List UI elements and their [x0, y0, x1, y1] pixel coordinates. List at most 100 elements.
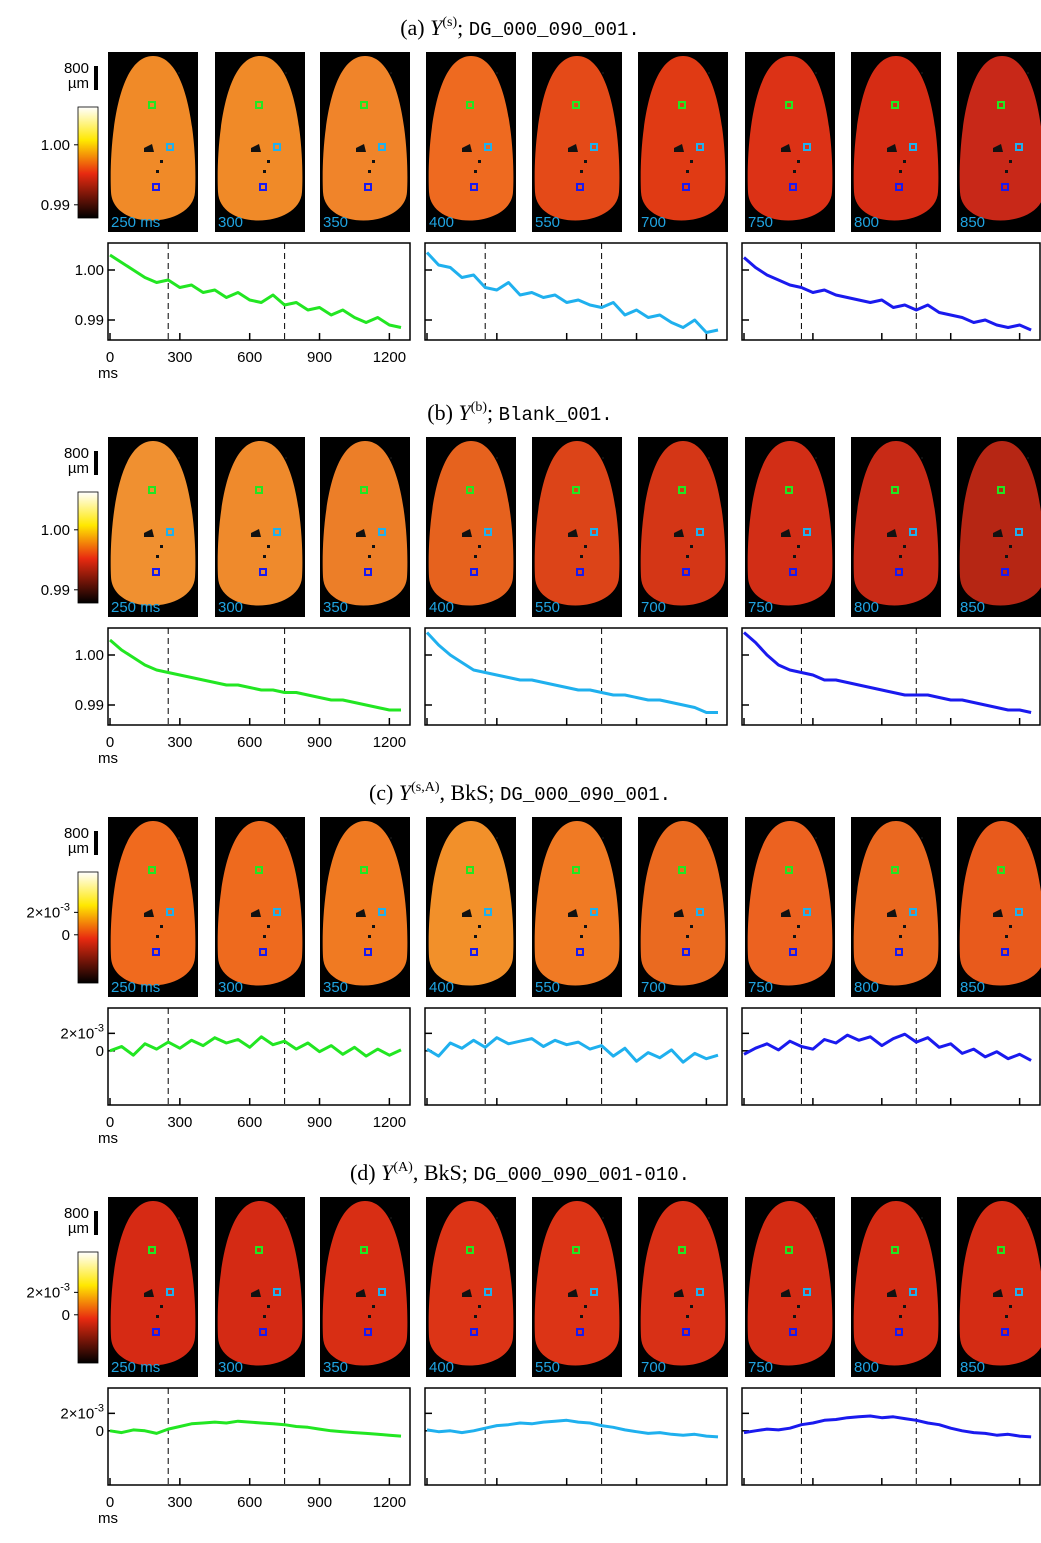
roi-marker — [466, 486, 474, 494]
roi-marker — [273, 1288, 281, 1296]
roi-marker — [789, 183, 797, 191]
frame-label: 300 — [218, 599, 243, 616]
frame-label: 400 — [429, 599, 454, 616]
embryo-image — [110, 1201, 196, 1366]
frame-label: 750 — [748, 1359, 773, 1376]
roi-marker — [259, 1328, 267, 1336]
tick-label: 2×10-3 — [60, 1022, 104, 1042]
frame-label: 850 — [960, 214, 985, 231]
embryo-image — [217, 56, 303, 221]
roi-marker — [572, 866, 580, 874]
roi-marker — [997, 866, 1005, 874]
title-mid: , BkS; — [413, 1160, 474, 1185]
roi-marker — [364, 948, 372, 956]
roi-marker — [895, 568, 903, 576]
roi-marker — [789, 568, 797, 576]
trace — [743, 631, 1032, 714]
frame-label: 700 — [641, 599, 666, 616]
roi-marker — [255, 1246, 263, 1254]
embryo-image — [640, 56, 726, 221]
roi-marker — [166, 528, 174, 536]
roi-marker — [572, 101, 580, 109]
x-tick-label: 1200 — [373, 349, 406, 366]
roi-marker — [259, 948, 267, 956]
tick-exponent: -3 — [60, 1281, 70, 1293]
title-mid: , BkS; — [440, 780, 501, 805]
embryo-image — [747, 821, 833, 986]
tick-text: 0 — [62, 927, 70, 944]
roi-marker — [1015, 528, 1023, 536]
frame-label: 300 — [218, 1359, 243, 1376]
roi-marker — [891, 486, 899, 494]
frame-label: 400 — [429, 979, 454, 996]
frame-label: 250 ms — [111, 214, 160, 231]
roi-marker — [895, 1328, 903, 1336]
roi-marker — [590, 1288, 598, 1296]
roi-marker — [466, 1246, 474, 1254]
panel-title: (b) Υ(b); Blank_001. — [427, 400, 612, 426]
roi-marker — [1001, 1328, 1009, 1336]
roi-marker — [678, 866, 686, 874]
roi-marker — [470, 1328, 478, 1336]
x-tick-label: 1200 — [373, 734, 406, 751]
scale-bar — [94, 66, 98, 90]
embryo-image — [110, 56, 196, 221]
x-tick-label: 0 — [106, 349, 114, 366]
tick-text: 0.99 — [75, 697, 104, 714]
title-symbol: Υ — [458, 400, 473, 425]
embryo-image — [853, 821, 939, 986]
embryo-image — [110, 821, 196, 986]
roi-marker — [1001, 568, 1009, 576]
roi-marker — [590, 528, 598, 536]
x-tick-label: 300 — [167, 734, 192, 751]
roi-marker — [803, 908, 811, 916]
roi-marker — [1015, 908, 1023, 916]
embryo-image — [747, 441, 833, 606]
roi-marker — [1015, 1288, 1023, 1296]
scale-bar — [94, 451, 98, 475]
roi-marker — [470, 568, 478, 576]
embryo-image — [534, 1201, 620, 1366]
roi-marker — [895, 183, 903, 191]
roi-marker — [166, 1288, 174, 1296]
embryo-image — [322, 821, 408, 986]
roi-marker — [682, 568, 690, 576]
frame-label: 300 — [218, 214, 243, 231]
tick-text: 2×10 — [60, 1405, 94, 1422]
embryo-image — [959, 441, 1041, 606]
tick-label: 2×10-3 — [26, 1281, 70, 1301]
frame-label: 700 — [641, 979, 666, 996]
roi-marker — [148, 486, 156, 494]
roi-marker — [152, 183, 160, 191]
embryo-image — [534, 441, 620, 606]
embryo-image — [217, 441, 303, 606]
title-label: (b) — [427, 400, 458, 425]
frame-label: 350 — [323, 599, 348, 616]
embryo-image — [853, 56, 939, 221]
frame-label: 700 — [641, 1359, 666, 1376]
title-sup: (b) — [471, 400, 488, 415]
roi-marker — [360, 101, 368, 109]
frame-label: 250 ms — [111, 979, 160, 996]
scale-unit: µm — [68, 840, 89, 857]
roi-marker — [378, 1288, 386, 1296]
embryo-image — [217, 1201, 303, 1366]
scale-unit: µm — [68, 1220, 89, 1237]
tick-label: 0 — [62, 1307, 70, 1324]
roi-marker — [484, 143, 492, 151]
tick-exponent: -3 — [94, 1402, 104, 1414]
roi-marker — [909, 528, 917, 536]
roi-marker — [152, 1328, 160, 1336]
trace — [109, 1419, 402, 1438]
title-label: (d) — [350, 1160, 381, 1185]
roi-marker — [166, 143, 174, 151]
roi-marker — [909, 143, 917, 151]
roi-marker — [364, 183, 372, 191]
roi-marker — [576, 1328, 584, 1336]
roi-marker — [148, 101, 156, 109]
roi-marker — [273, 528, 281, 536]
title-file: DG_000_090_001-010. — [473, 1164, 690, 1186]
frame-label: 850 — [960, 979, 985, 996]
x-tick-label: 900 — [307, 349, 332, 366]
roi-marker — [152, 568, 160, 576]
